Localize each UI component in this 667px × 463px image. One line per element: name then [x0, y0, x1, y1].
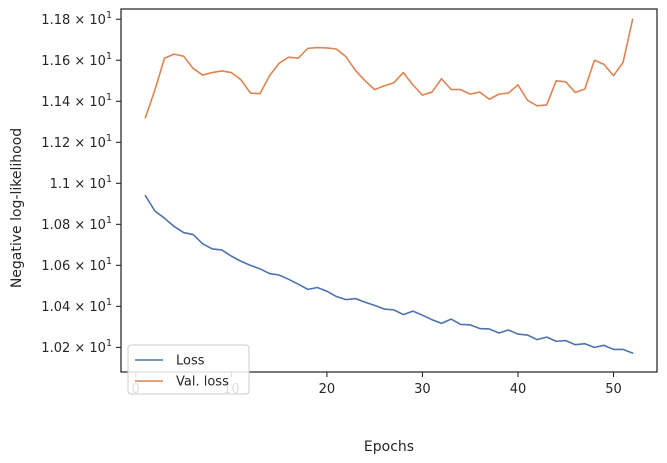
x-tick-label: 40	[510, 382, 527, 397]
y-tick-label: 1.14 × 101	[41, 92, 112, 110]
x-tick-label: 20	[319, 382, 336, 397]
plot-area-frame	[120, 8, 658, 373]
x-tick-label: 30	[414, 382, 431, 397]
legend: Loss Val. loss	[127, 344, 250, 395]
series-line-1	[144, 18, 634, 119]
series-line-0	[144, 194, 634, 354]
series-layer	[144, 18, 634, 354]
y-tick-label: 1.04 × 101	[41, 297, 112, 315]
y-tick-label: 1.02 × 101	[41, 338, 112, 356]
y-tick-label: 1.08 × 101	[41, 215, 112, 233]
x-axis-label: Epochs	[364, 439, 414, 455]
y-axis-ticks: 1.02 × 101 1.04 × 101 1.06 × 101 1.08 × 101…	[41, 10, 121, 356]
legend-label-1: Val. loss	[176, 375, 229, 390]
x-tick-label: 50	[605, 382, 622, 397]
y-tick-label: 1.1 × 101	[50, 174, 112, 192]
y-tick-label: 1.12 × 101	[41, 133, 112, 151]
y-tick-label: 1.06 × 101	[41, 256, 112, 274]
y-tick-label: 1.18 × 101	[41, 10, 112, 28]
y-axis-label: Negative log-likelihood	[9, 128, 25, 288]
legend-label-0: Loss	[176, 354, 205, 369]
y-tick-label: 1.16 × 101	[41, 51, 112, 69]
